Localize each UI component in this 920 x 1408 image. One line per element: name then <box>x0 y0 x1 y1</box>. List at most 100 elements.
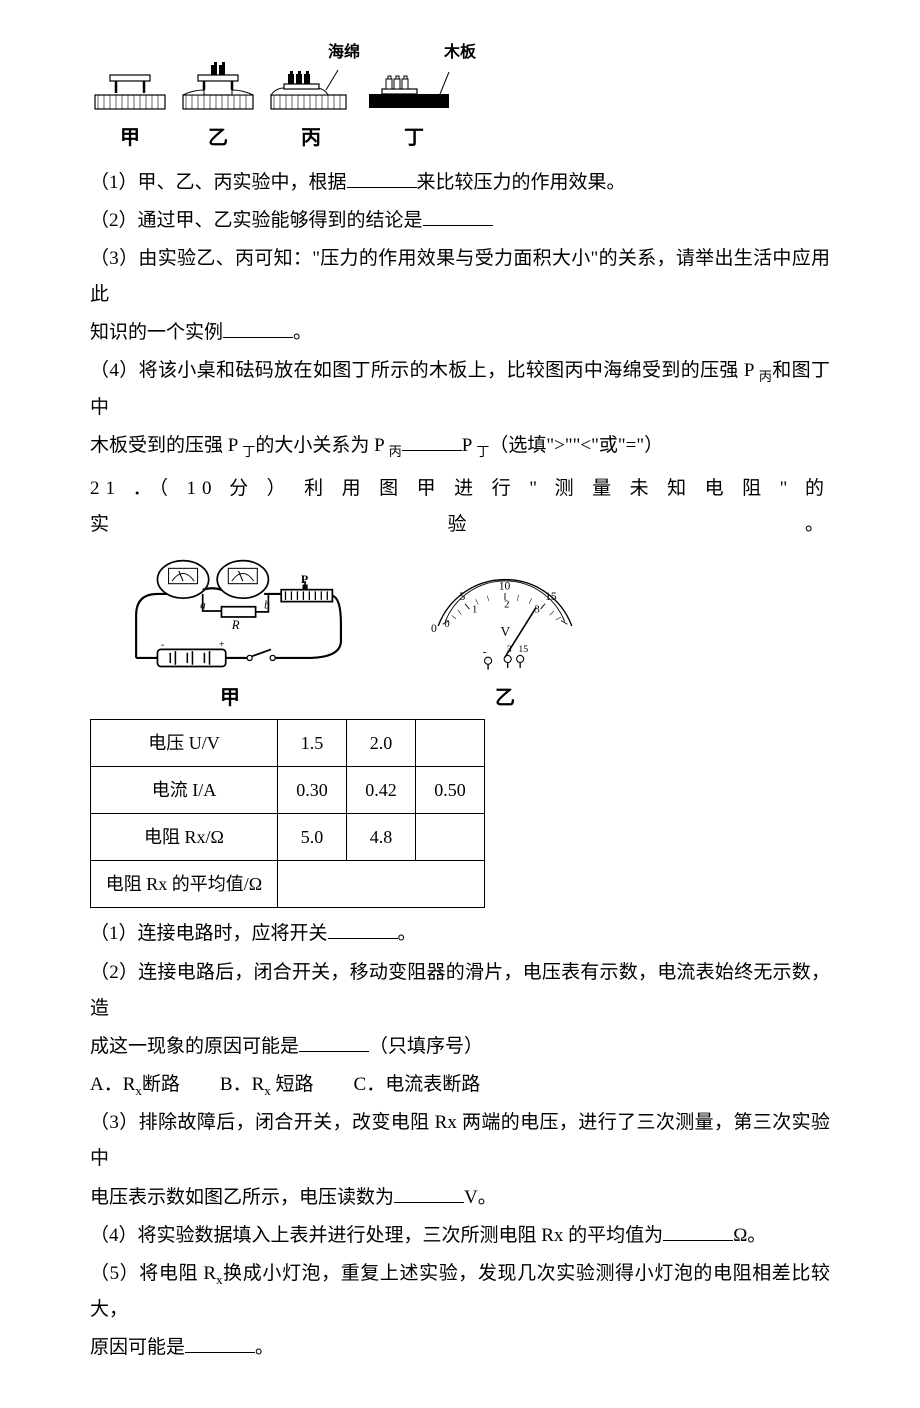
figure-yi: 乙 <box>178 60 258 157</box>
td-u-1: 1.5 <box>278 719 347 766</box>
option-c[interactable]: C．电流表断路 <box>354 1074 481 1095</box>
question-3-line2: 知识的一个实例 。 <box>90 315 830 351</box>
circuit-label-jia: 甲 <box>220 679 240 717</box>
circuit-figures: a b P R <box>90 547 830 717</box>
q4-l2a: 木板受到的压强 P <box>90 435 242 456</box>
s1-text: （1）连接电路时，应将开关 <box>90 923 328 944</box>
td-r-3[interactable] <box>416 814 485 861</box>
table-row: 电阻 Rx/Ω 5.0 4.8 <box>91 814 485 861</box>
voltmeter-figure-yi: 0 5 10 15 0 1 2 3 V - 3 15 乙 <box>410 577 600 717</box>
q3-blank[interactable] <box>223 316 293 338</box>
td-i-1: 0.30 <box>278 766 347 813</box>
s5-line1: （5）将电阻 R <box>90 1263 216 1284</box>
td-avg[interactable] <box>278 861 485 908</box>
options-row: A．Rx断路 B．Rx 短路 C．电流表断路 <box>90 1067 830 1103</box>
figure-label-jia: 甲 <box>120 119 140 157</box>
s5-line2: 原因可能是 <box>90 1337 185 1358</box>
question-4-line1: （4）将该小桌和砝码放在如图丁所示的木板上，比较图丙中海绵受到的压强 P 丙和图… <box>90 353 830 426</box>
q4-sub-bing: 丙 <box>759 369 772 384</box>
td-r-1: 5.0 <box>278 814 347 861</box>
q4-text1: （4）将该小桌和砝码放在如图丁所示的木板上，比较图丙中海绵受到的压强 P <box>90 360 759 381</box>
td-i-3: 0.50 <box>416 766 485 813</box>
svg-text:-: - <box>483 645 487 658</box>
question-1: （1）甲、乙、丙实验中，根据 来比较压力的作用效果。 <box>90 165 830 201</box>
svg-text:5: 5 <box>460 590 466 603</box>
sub-question-1: （1）连接电路时，应将开关 。 <box>90 916 830 952</box>
sub-question-5-line2: 原因可能是 。 <box>90 1330 830 1366</box>
table-row: 电压 U/V 1.5 2.0 <box>91 719 485 766</box>
s4-tail: Ω。 <box>733 1225 766 1246</box>
s1-blank[interactable] <box>328 918 398 940</box>
option-b[interactable]: B．Rx 短路 <box>220 1074 314 1095</box>
svg-text:+: + <box>219 639 225 650</box>
sub-question-2-line1: （2）连接电路后，闭合开关，移动变阻器的滑片，电压表有示数，电流表始终无示数，造 <box>90 955 830 1027</box>
sub-question-3-line1: （3）排除故障后，闭合开关，改变电阻 Rx 两端的电压，进行了三次测量，第三次实… <box>90 1105 830 1177</box>
figure-label-yi: 乙 <box>208 119 228 157</box>
s4-blank[interactable] <box>663 1219 733 1241</box>
th-voltage: 电压 U/V <box>91 719 278 766</box>
svg-text:R: R <box>231 618 240 632</box>
data-table: 电压 U/V 1.5 2.0 电流 I/A 0.30 0.42 0.50 电阻 … <box>90 719 485 909</box>
s2-blank[interactable] <box>299 1030 369 1052</box>
svg-text:1: 1 <box>472 603 477 615</box>
question-21-header: 21 ．（ 10 分 ） 利 用 图 甲 进 行 " 测 量 未 知 电 阻 "… <box>90 471 830 543</box>
figure-bing: 海绵 丙 <box>266 60 356 157</box>
svg-text:10: 10 <box>499 579 511 592</box>
sponge-annotation: 海绵 <box>328 38 360 68</box>
q4-l2c: P <box>462 435 477 456</box>
figure-ding: 木板 丁 <box>364 60 464 157</box>
q3-tail: 。 <box>293 322 312 343</box>
td-u-2: 2.0 <box>347 719 416 766</box>
td-u-3[interactable] <box>416 719 485 766</box>
q4-blank[interactable] <box>402 429 462 451</box>
svg-text:-: - <box>161 639 165 650</box>
q4-sub-ding1: 丁 <box>242 444 255 459</box>
q4-l2b: 的大小关系为 P <box>255 435 388 456</box>
table-row: 电阻 Rx 的平均值/Ω <box>91 861 485 908</box>
s1-tail: 。 <box>398 923 417 944</box>
th-current: 电流 I/A <box>91 766 278 813</box>
svg-text:0: 0 <box>444 618 449 630</box>
th-resistance: 电阻 Rx/Ω <box>91 814 278 861</box>
q4-sub-ding2: 丁 <box>476 444 489 459</box>
meter-label-yi: 乙 <box>495 679 515 717</box>
s3-tail: V。 <box>464 1187 497 1208</box>
option-a[interactable]: A．Rx断路 <box>90 1074 180 1095</box>
q1-text: （1）甲、乙、丙实验中，根据 <box>90 172 347 193</box>
td-i-2: 0.42 <box>347 766 416 813</box>
s5-blank[interactable] <box>185 1331 255 1353</box>
question-4-line2: 木板受到的压强 P 丁的大小关系为 P 丙P 丁（选填">""<"或"="） <box>90 428 830 464</box>
figure-label-ding: 丁 <box>404 119 424 157</box>
q4-sub-bing2: 丙 <box>389 444 402 459</box>
svg-text:0: 0 <box>431 622 437 635</box>
svg-text:15: 15 <box>545 590 557 603</box>
q1-tail: 来比较压力的作用效果。 <box>417 172 626 193</box>
question-3-line1: （3）由实验乙、丙可知："压力的作用效果与受力面积大小"的关系，请举出生活中应用… <box>90 241 830 313</box>
svg-text:15: 15 <box>518 644 528 655</box>
s5-tail: 。 <box>255 1337 274 1358</box>
th-average: 电阻 Rx 的平均值/Ω <box>91 861 278 908</box>
question-2: （2）通过甲、乙实验能够得到的结论是 <box>90 203 830 239</box>
table-row: 电流 I/A 0.30 0.42 0.50 <box>91 766 485 813</box>
experiment-figures: 甲 <box>90 60 830 157</box>
s3-line2: 电压表示数如图乙所示，电压读数为 <box>90 1187 394 1208</box>
td-r-2: 4.8 <box>347 814 416 861</box>
sub-question-4: （4）将实验数据填入上表并进行处理，三次所测电阻 Rx 的平均值为 Ω。 <box>90 1218 830 1254</box>
s4-text: （4）将实验数据填入上表并进行处理，三次所测电阻 Rx 的平均值为 <box>90 1225 663 1246</box>
q2-blank[interactable] <box>423 204 493 226</box>
svg-text:2: 2 <box>504 598 509 610</box>
figure-jia: 甲 <box>90 60 170 157</box>
s3-blank[interactable] <box>394 1181 464 1203</box>
s2-tail: （只填序号） <box>369 1036 483 1057</box>
circuit-figure-jia: a b P R <box>90 547 370 717</box>
sub-question-2-line2: 成这一现象的原因可能是 （只填序号） <box>90 1029 830 1065</box>
q1-blank[interactable] <box>347 166 417 188</box>
q3-line2: 知识的一个实例 <box>90 322 223 343</box>
s2-line2: 成这一现象的原因可能是 <box>90 1036 299 1057</box>
svg-text:3: 3 <box>507 644 512 655</box>
figure-label-bing: 丙 <box>301 119 321 157</box>
sub-question-3-line2: 电压表示数如图乙所示，电压读数为 V。 <box>90 1180 830 1216</box>
q2-text: （2）通过甲、乙实验能够得到的结论是 <box>90 210 423 231</box>
sub-question-5-line1: （5）将电阻 Rx换成小灯泡，重复上述实验，发现几次实验测得小灯泡的电阻相差比较… <box>90 1256 830 1329</box>
svg-text:V: V <box>501 624 511 639</box>
